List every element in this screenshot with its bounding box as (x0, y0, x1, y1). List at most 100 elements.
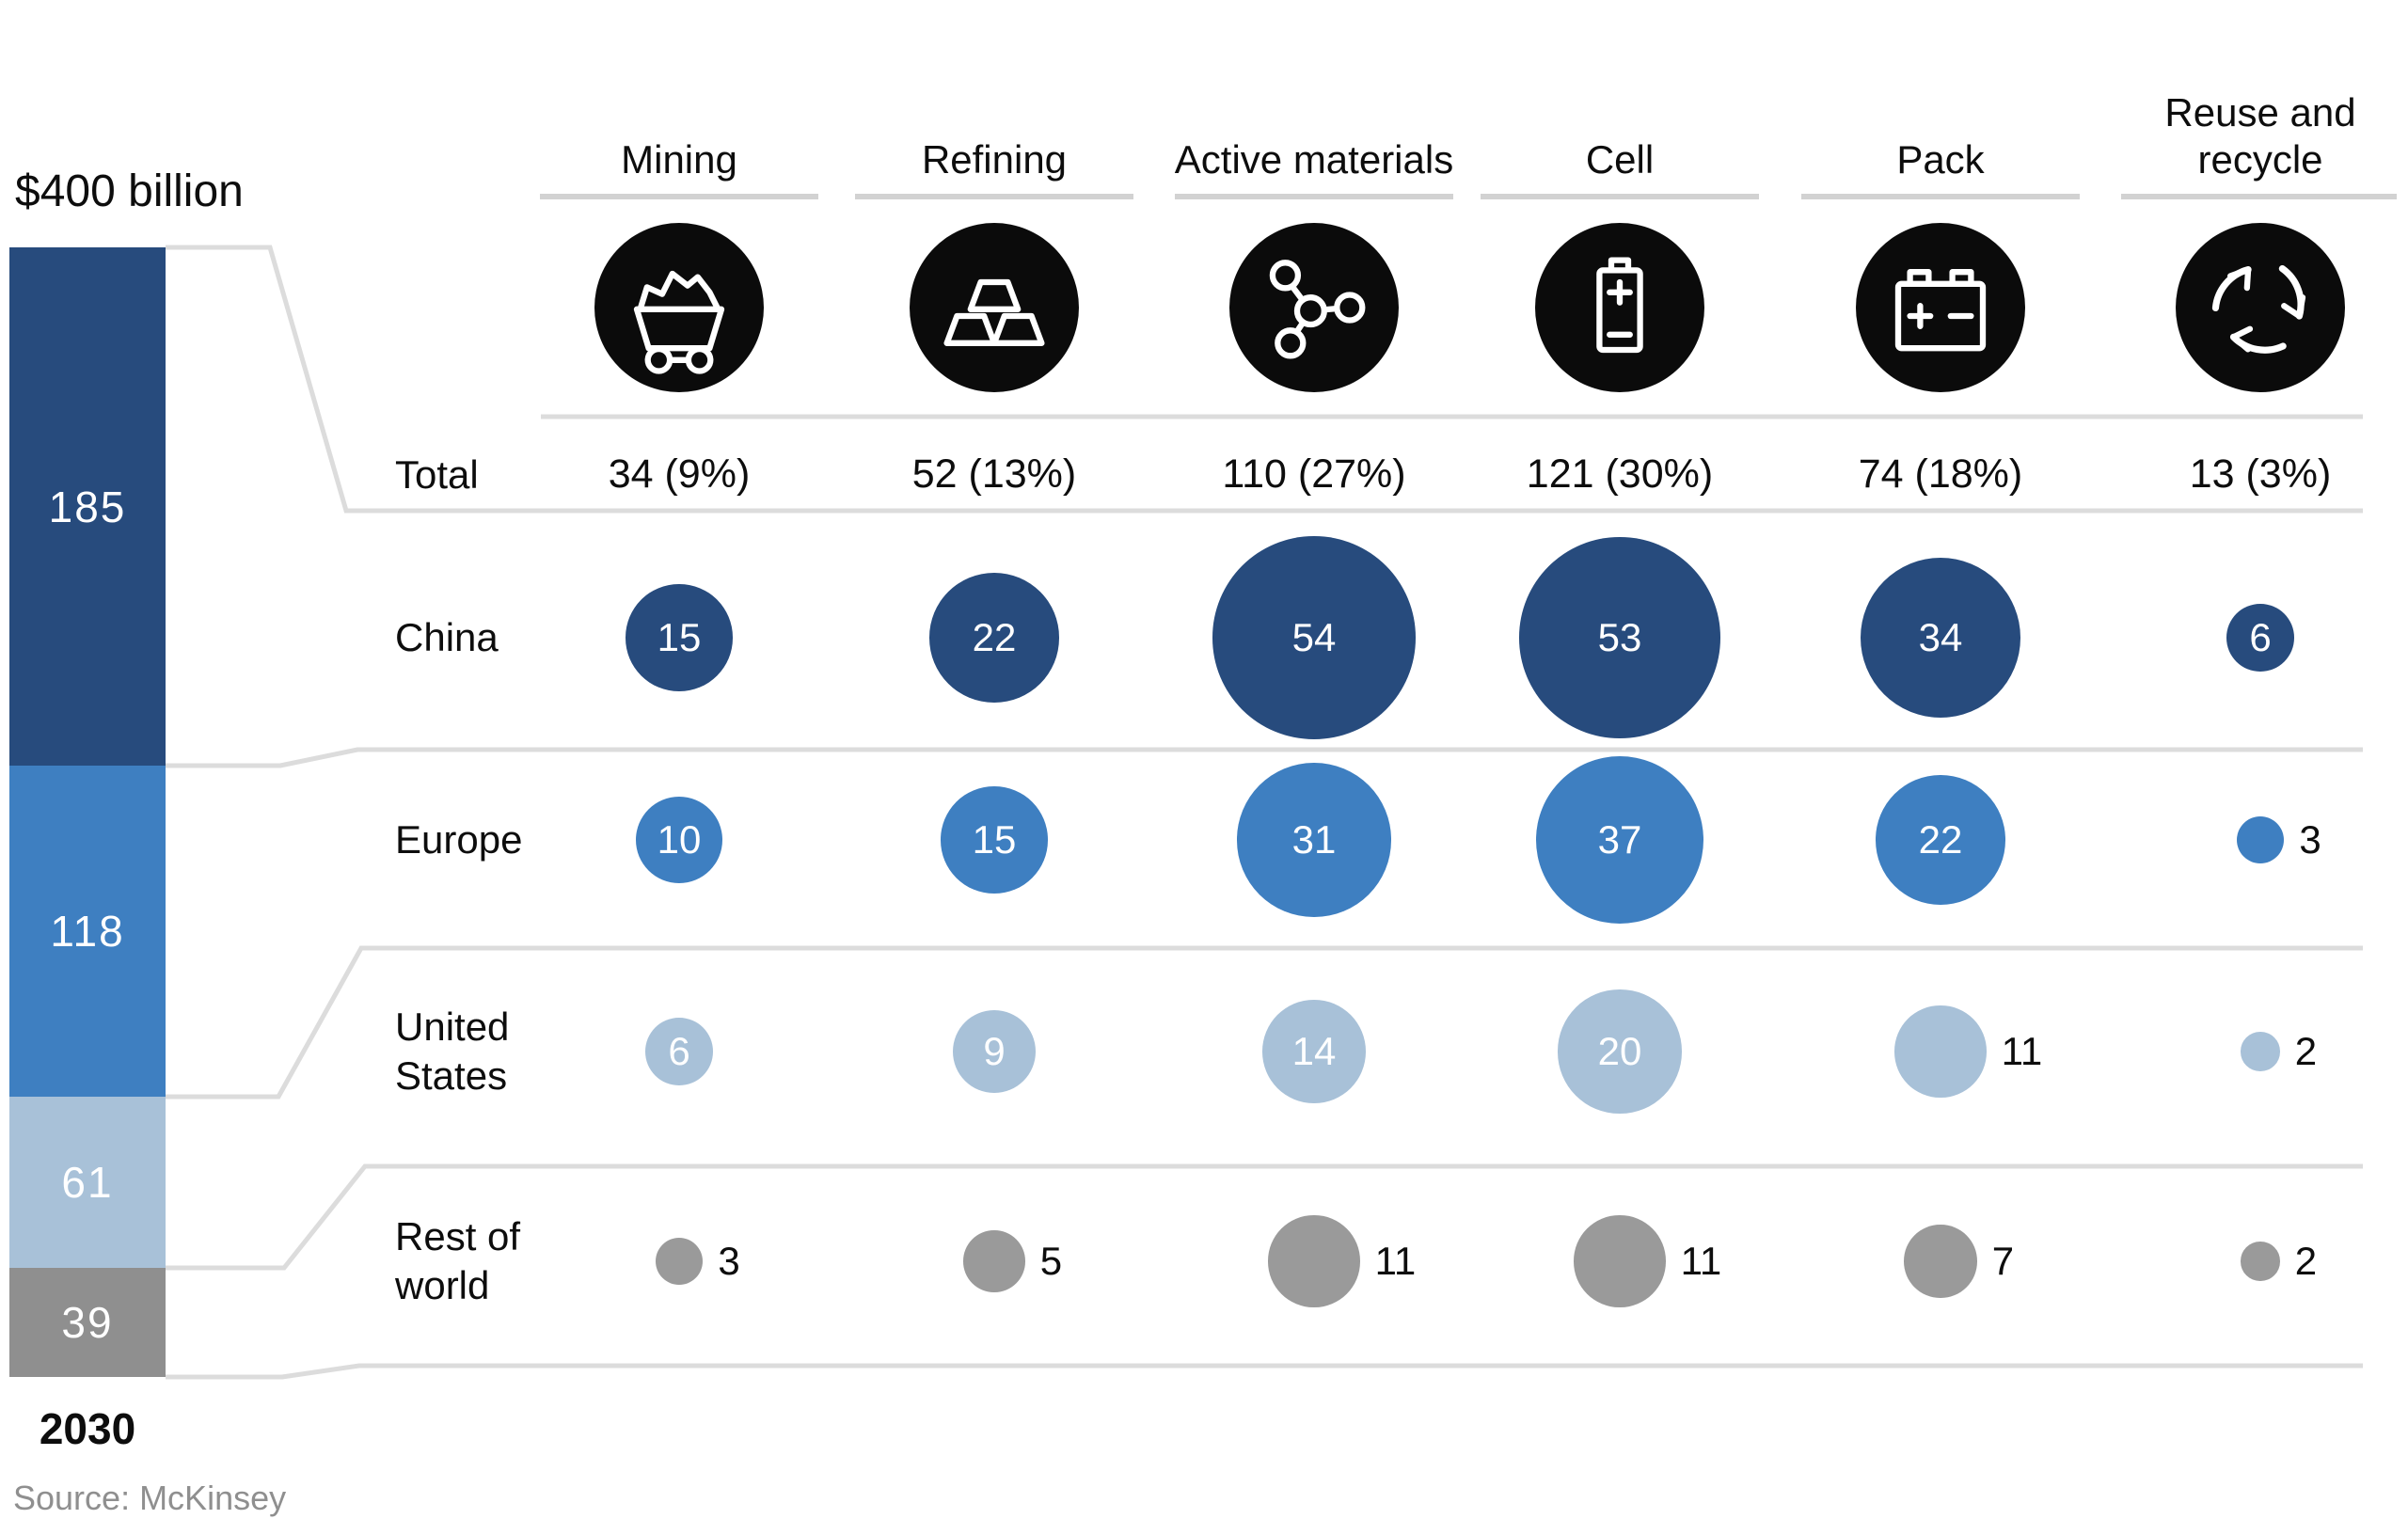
bubble-united-states-reuse-and-recycle (2241, 1032, 2280, 1071)
bubble-value: 6 (2249, 614, 2272, 659)
bubble-europe-pack: 22 (1876, 775, 2005, 905)
bubble-rest-of-world-reuse-and-recycle (2241, 1242, 2280, 1281)
mining-cart-icon-glyph (633, 270, 725, 374)
bubble-value: 31 (1291, 816, 1337, 862)
recycle-icon (2176, 223, 2345, 392)
bubble-value-outside: 3 (718, 1239, 740, 1283)
column-header-refining: Refining (853, 33, 1135, 183)
bubble-value-outside: 11 (1374, 1239, 1417, 1283)
bubble-value: 15 (657, 614, 702, 659)
bubble-rest-of-world-pack (1904, 1225, 1977, 1298)
bubble-rest-of-world-active-materials (1268, 1215, 1360, 1307)
bubble-value: 15 (972, 816, 1017, 862)
connector-bottom (166, 1363, 2363, 1380)
bubble-china-pack: 34 (1860, 557, 2021, 719)
column-header-label: Active materials (1174, 137, 1454, 182)
column-header-active-materials: Active materials (1173, 33, 1455, 183)
bubble-value-outside: 11 (1680, 1239, 1722, 1283)
bubble-china-mining: 15 (626, 584, 733, 691)
bubble-value-outside: 5 (1039, 1239, 1063, 1283)
bubble-value: 34 (1918, 614, 1963, 659)
battery-cell-icon (1535, 223, 1704, 392)
row-label-united-states: United States (395, 1005, 510, 1098)
bubble-value-outside: 7 (1991, 1239, 2015, 1283)
bar-segment-value: 39 (61, 1298, 114, 1347)
bubble-value: 14 (1291, 1028, 1337, 1073)
bubble-china-reuse-and-recycle: 6 (2226, 604, 2294, 672)
bubble-value-outside: 2 (2294, 1239, 2318, 1283)
total-value-pack: 74 (18%) (1858, 451, 2023, 497)
bubble-rest-of-world-mining (655, 1237, 704, 1286)
bar-segment-value: 118 (50, 907, 125, 956)
bubble-china-refining: 22 (929, 573, 1059, 703)
bubble-value: 6 (668, 1028, 690, 1073)
connector-us-row (166, 1163, 2363, 1271)
bubble-value-outside: 2 (2294, 1029, 2318, 1073)
bubble-europe-mining: 10 (635, 796, 723, 884)
bubble-united-states-refining: 9 (953, 1010, 1036, 1093)
row-label-rest-of-world: Rest of world (395, 1214, 521, 1307)
bubble-value: 10 (657, 816, 702, 862)
column-header-label: Cell (1585, 137, 1655, 182)
bar-segment-china: 185 (9, 247, 166, 766)
bubble-value: 22 (972, 614, 1017, 659)
battery-pack-icon-glyph (1894, 269, 1987, 352)
ingots-icon (910, 223, 1079, 392)
molecule-icon (1229, 223, 1399, 392)
total-value-reuse-and-recycle: 13 (3%) (2189, 451, 2332, 497)
column-header-label: Refining (921, 137, 1068, 182)
battery-cell-icon-glyph (1596, 257, 1643, 354)
bubble-united-states-pack (1894, 1005, 1987, 1098)
total-value-active-materials: 110 (27%) (1222, 451, 1406, 497)
bubble-europe-active-materials: 31 (1237, 763, 1391, 917)
bubble-value-outside: 3 (2299, 817, 2321, 862)
bubble-europe-reuse-and-recycle (2236, 815, 2285, 864)
bar-segment-united-states: 61 (9, 1097, 166, 1268)
bubble-china-active-materials: 54 (1212, 536, 1416, 739)
mining-cart-icon (594, 223, 764, 392)
recycle-icon-glyph (2211, 265, 2306, 354)
total-row-label: Total (395, 452, 479, 497)
bar-segment-rest-of-world: 39 (9, 1268, 166, 1377)
column-header-cell: Cell (1479, 33, 1761, 183)
total-value-cell: 121 (30%) (1526, 451, 1714, 497)
molecule-icon-glyph (1269, 260, 1366, 359)
bubble-united-states-cell: 20 (1558, 989, 1682, 1114)
column-header-label: Reuse and recycle (2164, 90, 2356, 182)
bubble-rest-of-world-cell (1574, 1215, 1666, 1307)
bubble-europe-cell: 37 (1535, 755, 1704, 925)
bubble-united-states-active-materials: 14 (1262, 1000, 1366, 1103)
bubble-value: 37 (1597, 816, 1642, 862)
bubble-value: 20 (1597, 1028, 1642, 1073)
bubble-value: 53 (1597, 614, 1642, 659)
bubble-value: 22 (1918, 816, 1963, 862)
connector-china-top (166, 245, 2363, 514)
bubble-value-outside: 11 (2001, 1029, 2043, 1073)
column-header-label: Mining (621, 137, 737, 182)
bar-segment-value: 185 (48, 482, 127, 531)
year-label: 2030 (39, 1404, 136, 1453)
source-note: Source: McKinsey (13, 1479, 287, 1517)
bubble-rest-of-world-refining (963, 1230, 1025, 1292)
ingots-icon-glyph (943, 278, 1045, 346)
connector-europe-us (166, 945, 2363, 1100)
bubble-china-cell: 53 (1519, 537, 1720, 738)
row-label-europe: Europe (395, 817, 523, 862)
bar-segment-value: 61 (61, 1158, 114, 1207)
column-header-reuse-and-recycle: Reuse and recycle (2119, 33, 2401, 183)
battery-pack-icon (1856, 223, 2025, 392)
bubble-europe-refining: 15 (941, 786, 1048, 894)
row-label-china: China (395, 615, 499, 659)
chart-title: $400 billion (15, 166, 244, 216)
total-value-mining: 34 (9%) (608, 451, 751, 497)
bubble-value: 9 (983, 1028, 1006, 1073)
column-header-mining: Mining (538, 33, 820, 183)
bubble-united-states-mining: 6 (645, 1018, 713, 1085)
bubble-value: 54 (1291, 614, 1337, 659)
column-header-label: Pack (1896, 137, 1985, 182)
column-header-pack: Pack (1799, 33, 2082, 183)
connector-china-europe (166, 747, 2363, 768)
bar-segment-europe: 118 (9, 766, 166, 1097)
total-value-refining: 52 (13%) (911, 451, 1077, 497)
